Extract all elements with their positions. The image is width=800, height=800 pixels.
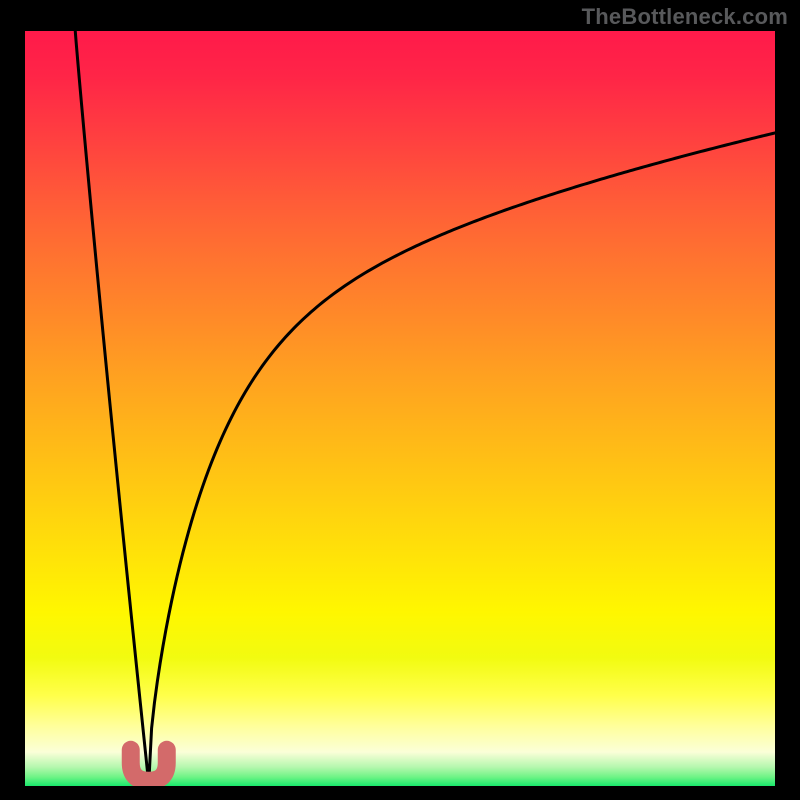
figure-root: TheBottleneck.com bbox=[0, 0, 800, 800]
bottleneck-chart bbox=[0, 0, 800, 800]
attribution-label: TheBottleneck.com bbox=[582, 4, 788, 30]
